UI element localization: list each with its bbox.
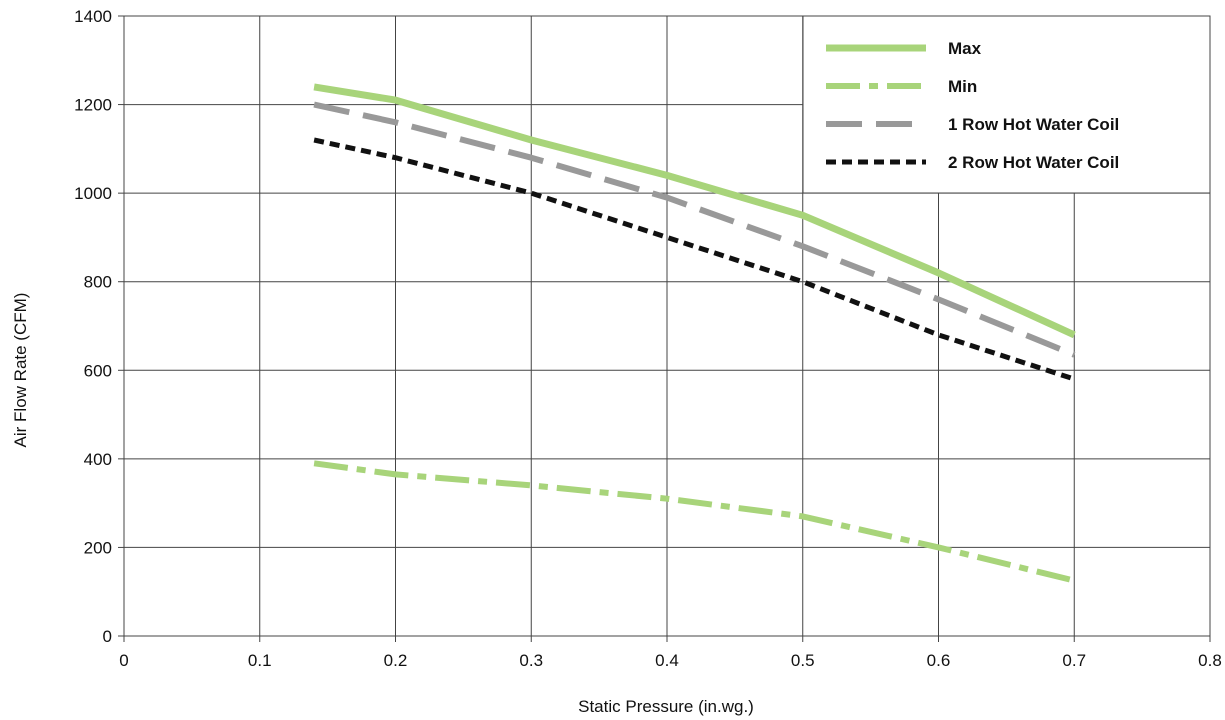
x-tick-label: 0.1 [248,651,272,670]
x-tick-label: 0.2 [384,651,408,670]
x-tick-label: 0.8 [1198,651,1222,670]
y-tick-label: 800 [84,273,112,292]
x-tick-label: 0.4 [655,651,679,670]
series-line-1-row-hot-water-coil [313,101,1076,358]
series-line-max [313,83,1076,339]
legend-label-max: Max [948,39,982,58]
y-tick-label: 400 [84,450,112,469]
legend-label-1-row-hot-water-coil: 1 Row Hot Water Coil [948,115,1119,134]
y-tick-label: 1200 [74,96,112,115]
y-tick-label: 200 [84,538,112,557]
series-line-2-row-hot-water-coil [313,137,1076,382]
y-tick-label: 600 [84,361,112,380]
x-tick-label: 0 [119,651,128,670]
x-tick-label: 0.6 [927,651,951,670]
series-line-min [313,460,1076,584]
y-tick-label: 1400 [74,7,112,26]
legend: Max Min 1 Row Hot Water Coil 2 Row Hot Wate… [802,15,1211,194]
axes: 0 0.1 0.2 0.3 0.4 0.5 0.6 0.7 0.8 0 200 400 600 800 10… [74,7,1222,670]
y-axis-title: Air Flow Rate (CFM) [11,293,30,448]
series-group [313,83,1076,584]
legend-label-2-row-hot-water-coil: 2 Row Hot Water Coil [948,153,1119,172]
x-tick-label: 0.5 [791,651,815,670]
x-axis-title: Static Pressure (in.wg.) [578,697,754,716]
y-tick-label: 1000 [74,184,112,203]
x-tick-label: 0.3 [519,651,543,670]
x-tick-label: 0.7 [1062,651,1086,670]
legend-label-min: Min [948,77,977,96]
y-tick-label: 0 [103,627,112,646]
